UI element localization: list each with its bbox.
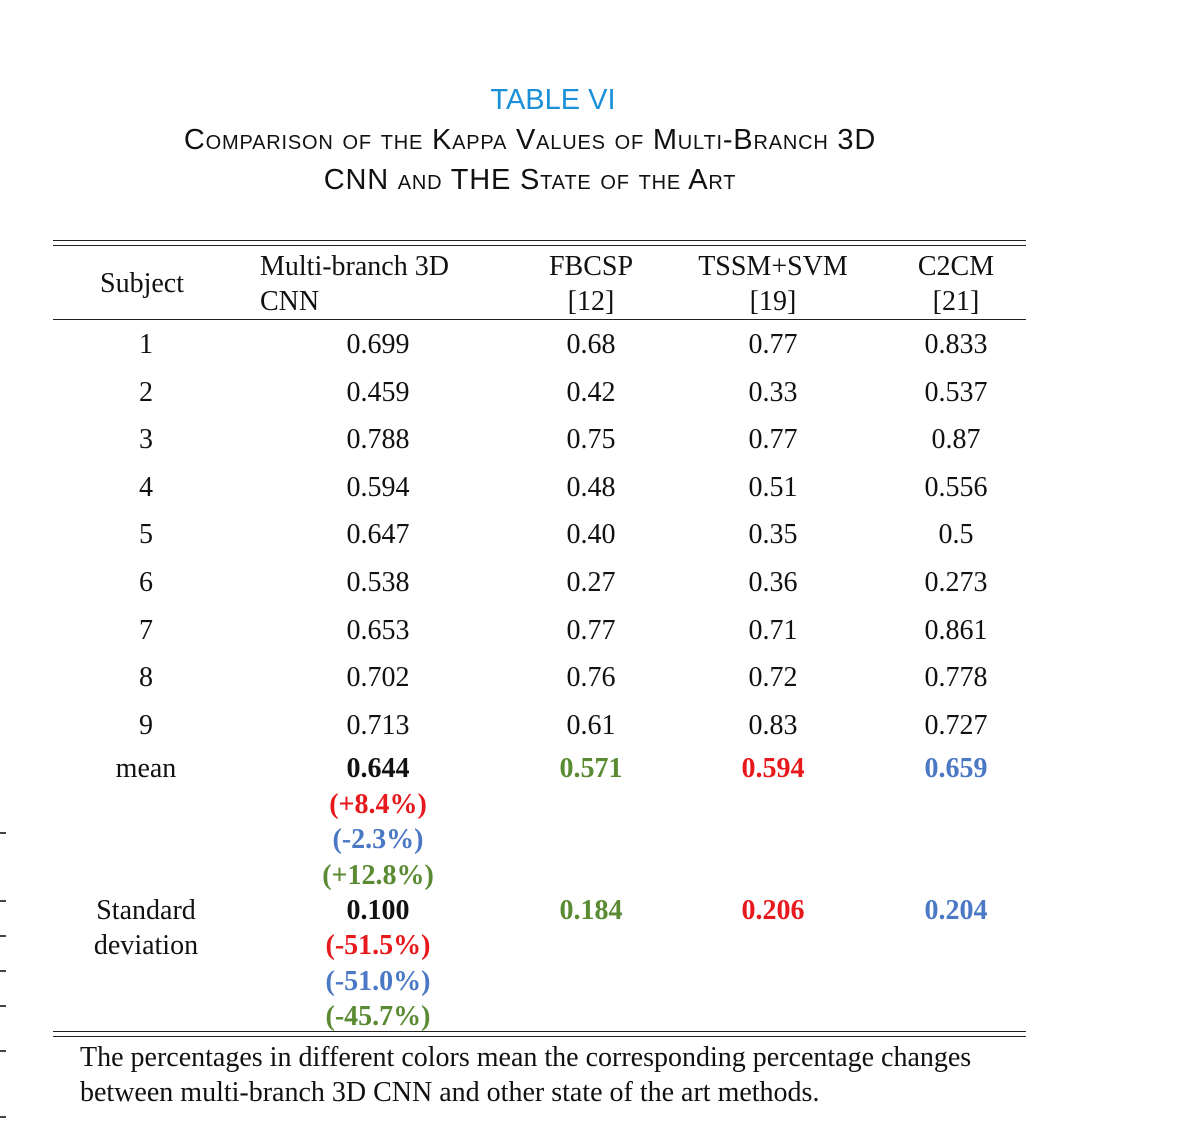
row-9-fbcsp: 0.61 <box>566 710 616 741</box>
row-3-multibranch: 0.788 <box>346 424 410 455</box>
row-6-multibranch: 0.538 <box>346 567 410 598</box>
row-4-subject: 4 <box>139 472 153 503</box>
row-7-subject: 7 <box>139 615 153 646</box>
row-7-multibranch: 0.653 <box>346 615 410 646</box>
row-3-c2cm: 0.87 <box>931 424 981 455</box>
header-col4-line2: [21] <box>932 286 980 317</box>
row-2-c2cm: 0.537 <box>924 377 988 408</box>
row-3-fbcsp: 0.75 <box>566 424 616 455</box>
row-6-subject: 6 <box>139 567 153 598</box>
header-col4-line1: C2CM <box>917 251 995 282</box>
row-2-multibranch: 0.459 <box>346 377 410 408</box>
std-multibranch: 0.100 <box>346 895 410 926</box>
row-8-tssm: 0.72 <box>748 662 798 693</box>
row-5-multibranch: 0.647 <box>346 519 410 550</box>
row-1-tssm: 0.77 <box>748 329 798 360</box>
row-7-fbcsp: 0.77 <box>566 615 616 646</box>
header-col1-line1: Multi-branch 3D <box>260 251 449 282</box>
table-caption-line2: CNN and THE State of the Art <box>323 164 737 196</box>
mean-change-vs-tssm: (+8.4%) <box>329 789 427 820</box>
row-9-c2cm: 0.727 <box>924 710 988 741</box>
row-9-multibranch: 0.713 <box>346 710 410 741</box>
header-col1-line2: CNN <box>260 286 320 317</box>
row-3-subject: 3 <box>139 424 153 455</box>
row-9-subject: 9 <box>139 710 153 741</box>
header-col3-line2: [19] <box>749 286 797 317</box>
row-2-subject: 2 <box>139 377 153 408</box>
row-2-tssm: 0.33 <box>748 377 798 408</box>
row-8-multibranch: 0.702 <box>346 662 410 693</box>
row-8-subject: 8 <box>139 662 153 693</box>
header-col3-line1: TSSM+SVM <box>698 251 848 282</box>
row-7-c2cm: 0.861 <box>924 615 988 646</box>
row-5-tssm: 0.35 <box>748 519 798 550</box>
row-5-c2cm: 0.5 <box>938 519 974 550</box>
mean-change-vs-c2cm: (-2.3%) <box>332 824 424 855</box>
row-4-multibranch: 0.594 <box>346 472 410 503</box>
table-footnote: The percentages in different colors mean… <box>80 1040 971 1110</box>
table-label: TABLE VI <box>490 84 616 116</box>
row-9-tssm: 0.83 <box>748 710 798 741</box>
header-col2-line2: [12] <box>567 286 615 317</box>
mean-change-vs-fbcsp: (+12.8%) <box>322 860 434 891</box>
mean-multibranch: 0.644 <box>346 753 410 784</box>
std-label-line1: Standard <box>96 895 196 926</box>
bottom-rule-second <box>53 1036 1026 1037</box>
table-caption-line1: Comparison of the Kappa Values of Multi-… <box>183 124 877 156</box>
std-change-vs-c2cm: (-51.0%) <box>325 966 431 997</box>
row-5-subject: 5 <box>139 519 153 550</box>
row-1-c2cm: 0.833 <box>924 329 988 360</box>
std-label-line2: deviation <box>93 930 199 961</box>
row-5-fbcsp: 0.40 <box>566 519 616 550</box>
row-1-multibranch: 0.699 <box>346 329 410 360</box>
bottom-rule <box>53 1031 1026 1032</box>
row-6-c2cm: 0.273 <box>924 567 988 598</box>
header-rule <box>53 319 1026 320</box>
row-4-fbcsp: 0.48 <box>566 472 616 503</box>
mean-label: mean <box>115 753 177 784</box>
top-rule <box>53 240 1026 241</box>
std-change-vs-tssm: (-51.5%) <box>325 930 431 961</box>
std-change-vs-fbcsp: (-45.7%) <box>325 1001 431 1032</box>
row-3-tssm: 0.77 <box>748 424 798 455</box>
mean-c2cm: 0.659 <box>924 753 988 784</box>
std-fbcsp: 0.184 <box>559 895 623 926</box>
row-8-fbcsp: 0.76 <box>566 662 616 693</box>
row-4-c2cm: 0.556 <box>924 472 988 503</box>
row-1-fbcsp: 0.68 <box>566 329 616 360</box>
header-col2-line1: FBCSP <box>548 251 634 282</box>
row-4-tssm: 0.51 <box>748 472 798 503</box>
row-8-c2cm: 0.778 <box>924 662 988 693</box>
std-c2cm: 0.204 <box>924 895 988 926</box>
header-subject: Subject <box>100 268 184 299</box>
row-7-tssm: 0.71 <box>748 615 798 646</box>
mean-fbcsp: 0.571 <box>559 753 623 784</box>
mean-tssm: 0.594 <box>741 753 805 784</box>
row-1-subject: 1 <box>139 329 153 360</box>
row-6-tssm: 0.36 <box>748 567 798 598</box>
cropped-margin-marks <box>0 820 10 1140</box>
row-2-fbcsp: 0.42 <box>566 377 616 408</box>
top-rule-second <box>53 245 1026 246</box>
row-6-fbcsp: 0.27 <box>566 567 616 598</box>
footnote-line1: The percentages in different colors mean… <box>80 1042 972 1073</box>
std-tssm: 0.206 <box>741 895 805 926</box>
footnote-line2: between multi-branch 3D CNN and other st… <box>80 1077 820 1108</box>
